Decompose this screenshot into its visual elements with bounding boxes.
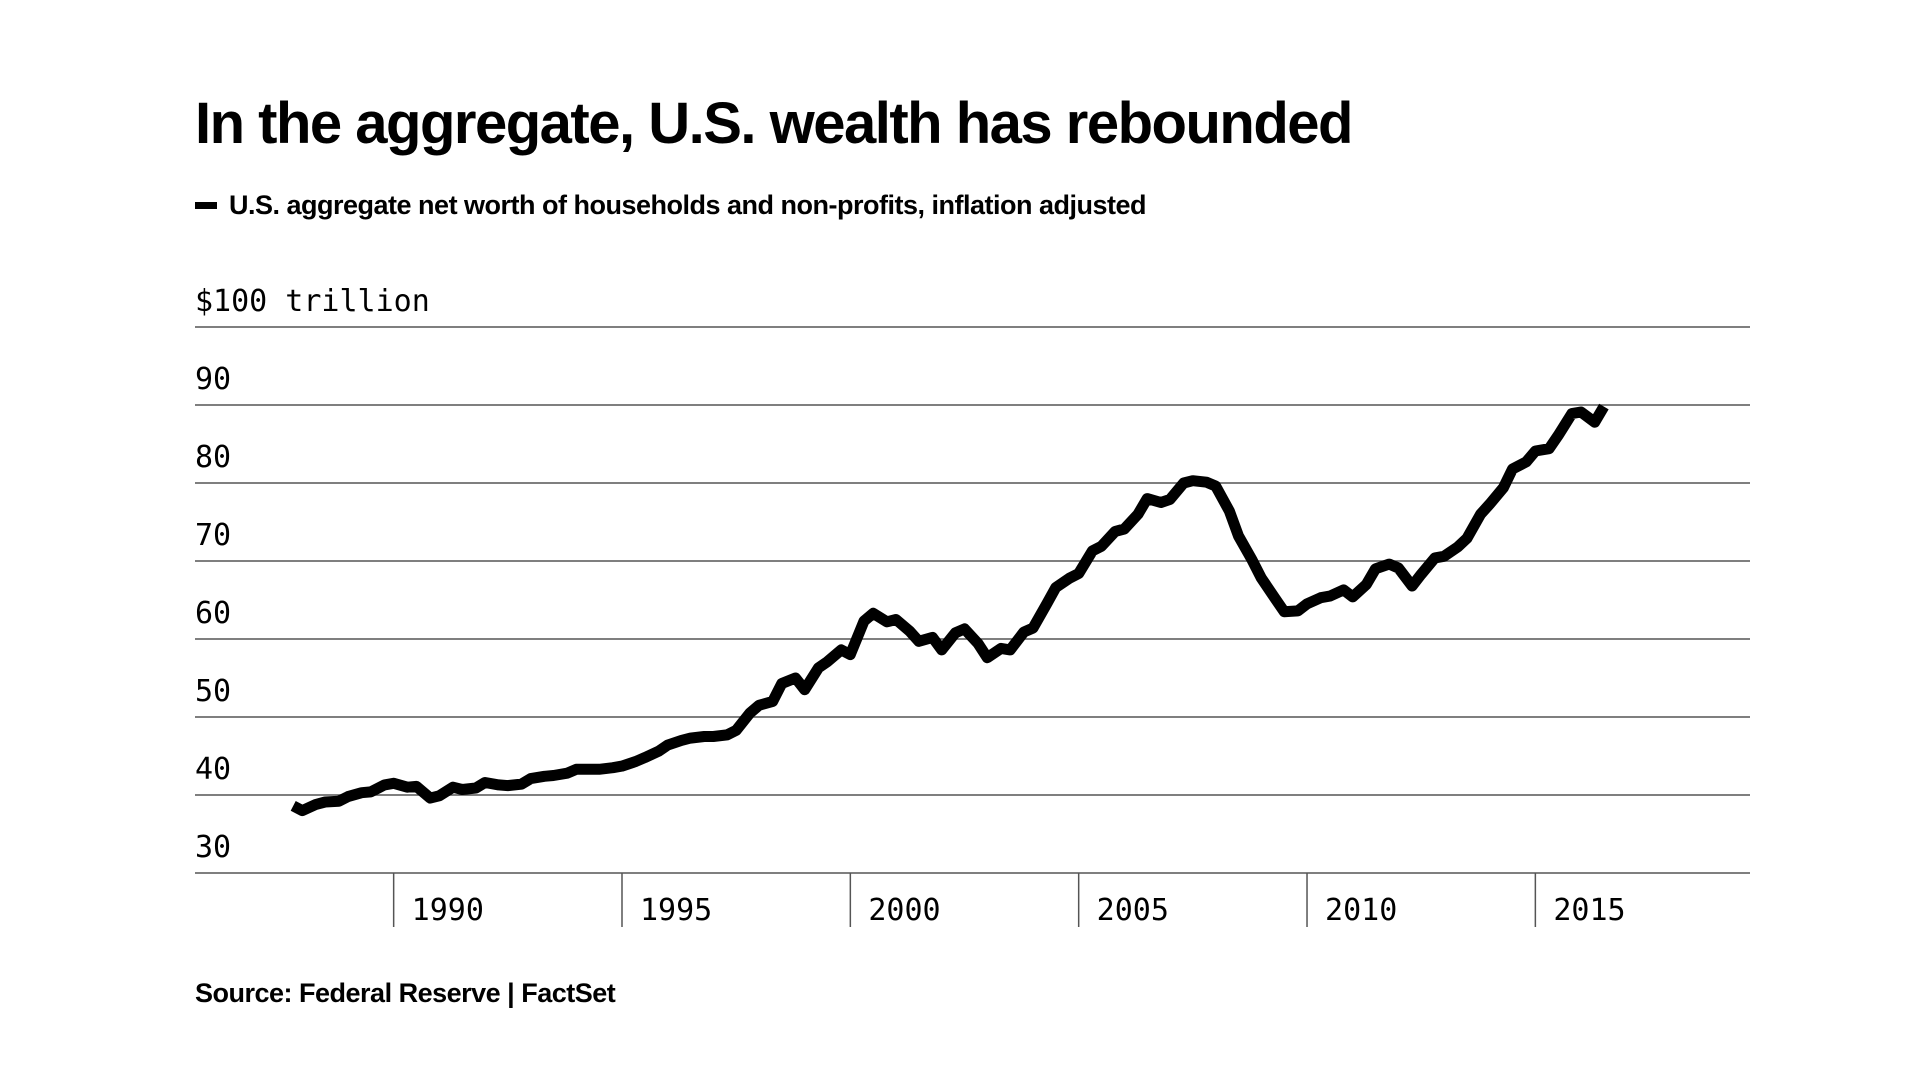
- y-tick-label-80: 80: [195, 440, 231, 475]
- series-layer: [290, 403, 1609, 817]
- x-tick-label-2010: 2010: [1325, 893, 1397, 928]
- x-tick-label-2015: 2015: [1553, 893, 1625, 928]
- gridlines: [195, 326, 1750, 874]
- y-tick-label-30: 30: [195, 830, 231, 865]
- y-axis-labels: $100 trillion 90 80 70 60 50 40 30: [195, 284, 430, 865]
- y-tick-label-100: $100 trillion: [195, 284, 430, 319]
- source-note: Source: Federal Reserve | FactSet: [195, 978, 616, 1008]
- x-tick-label-1995: 1995: [640, 893, 712, 928]
- y-tick-label-40: 40: [195, 752, 231, 787]
- legend-label: U.S. aggregate net worth of households a…: [229, 190, 1147, 220]
- legend: U.S. aggregate net worth of households a…: [195, 190, 1147, 221]
- chart-title: In the aggregate, U.S. wealth has reboun…: [195, 91, 1353, 156]
- x-tick-label-1990: 1990: [412, 893, 484, 928]
- y-tick-label-90: 90: [195, 362, 231, 397]
- x-tick-label-2005: 2005: [1097, 893, 1169, 928]
- y-tick-label-60: 60: [195, 596, 231, 631]
- legend-swatch: [195, 202, 217, 209]
- x-axis: 1990 1995 2000 2005 2010 2015: [392, 873, 1626, 928]
- series-line-0: [290, 403, 1609, 817]
- y-tick-label-50: 50: [195, 674, 231, 709]
- x-tick-label-2000: 2000: [868, 893, 940, 928]
- y-tick-label-70: 70: [195, 518, 231, 553]
